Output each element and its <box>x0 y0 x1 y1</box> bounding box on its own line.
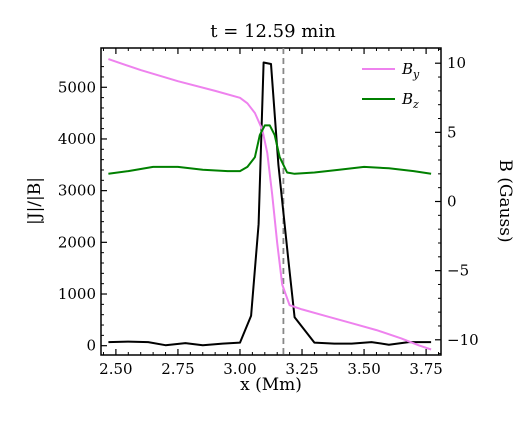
y-left-axis-ticks: 0 1000 2000 3000 4000 5000 <box>58 66 107 355</box>
y-right-axis-label: B (Gauss) <box>495 159 515 242</box>
x-tick-label: 2.75 <box>161 360 194 378</box>
y-left-tick-label: 5000 <box>58 78 96 96</box>
legend-label-by: By <box>401 60 420 81</box>
series-line-j-b <box>108 61 432 347</box>
series-line-b-z <box>108 124 432 175</box>
x-tick-label: 3.00 <box>223 360 256 378</box>
x-tick-label: 3.25 <box>285 360 318 378</box>
y-right-tick-label: −5 <box>447 262 469 280</box>
series-group <box>108 58 432 351</box>
y-left-tick-label: 4000 <box>58 130 96 148</box>
y-left-tick-label: 0 <box>86 337 96 355</box>
legend-label-bz: Bz <box>401 90 419 111</box>
y-left-tick-label: 2000 <box>58 233 96 251</box>
y-right-axis-ticks: −10 −5 0 5 10 <box>435 48 479 355</box>
legend: By Bz <box>362 60 420 111</box>
chart-title: t = 12.59 min <box>210 21 336 42</box>
y-right-tick-label: 0 <box>447 193 457 211</box>
y-left-tick-label: 3000 <box>58 182 96 200</box>
x-tick-label: 3.50 <box>347 360 380 378</box>
x-tick-label: 3.75 <box>409 360 442 378</box>
y-right-tick-label: 5 <box>447 123 457 141</box>
y-left-tick-label: 1000 <box>58 285 96 303</box>
y-right-tick-label: 10 <box>447 54 466 72</box>
x-axis-label: x (Mm) <box>240 375 302 395</box>
y-right-tick-label: −10 <box>447 331 479 349</box>
plot-frame <box>100 47 442 356</box>
series-line-b-y <box>108 58 432 351</box>
x-tick-label: 2.50 <box>99 360 132 378</box>
y-left-axis-label: |J|/|B| <box>25 177 45 225</box>
x-axis-ticks: 2.50 2.75 3.00 3.25 3.50 3.75 <box>99 48 443 378</box>
